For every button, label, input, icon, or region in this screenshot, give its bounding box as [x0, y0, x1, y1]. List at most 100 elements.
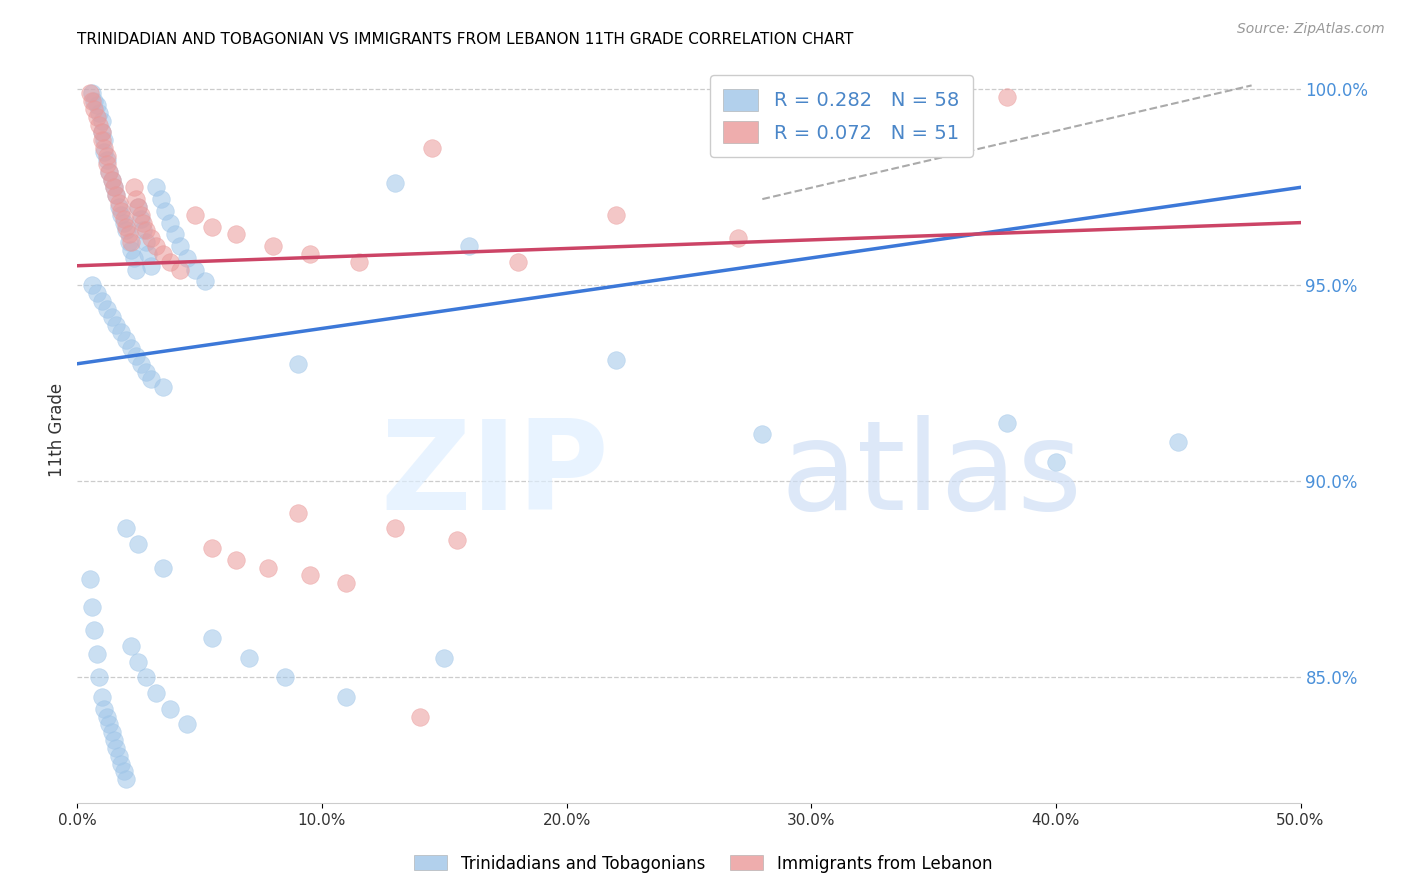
- Point: [105, 188, 128, 202]
- Point: [176, 717, 198, 731]
- Point: [122, 180, 145, 194]
- Point: [298, 568, 321, 582]
- Point: [727, 231, 749, 245]
- Point: [112, 764, 135, 779]
- Point: [93, 702, 115, 716]
- Point: [105, 318, 128, 332]
- Point: [605, 352, 627, 367]
- Point: [83, 102, 105, 116]
- Point: [80, 599, 103, 614]
- Point: [127, 200, 149, 214]
- Point: [120, 341, 142, 355]
- Point: [132, 216, 155, 230]
- Point: [201, 541, 224, 555]
- Point: [115, 223, 138, 237]
- Point: [89, 118, 111, 132]
- Point: [98, 164, 121, 178]
- Point: [139, 259, 162, 273]
- Point: [257, 560, 280, 574]
- Legend: Trinidadians and Tobagonians, Immigrants from Lebanon: Trinidadians and Tobagonians, Immigrants…: [408, 848, 998, 880]
- Point: [90, 690, 112, 704]
- Point: [159, 255, 181, 269]
- Point: [335, 576, 357, 591]
- Text: ZIP: ZIP: [381, 415, 609, 535]
- Point: [433, 650, 456, 665]
- Point: [145, 239, 167, 253]
- Point: [96, 149, 118, 163]
- Point: [100, 310, 122, 324]
- Point: [139, 372, 162, 386]
- Point: [159, 216, 181, 230]
- Point: [139, 231, 162, 245]
- Point: [409, 709, 432, 723]
- Point: [122, 251, 145, 265]
- Point: [86, 647, 108, 661]
- Point: [103, 180, 125, 194]
- Point: [127, 537, 149, 551]
- Point: [149, 192, 172, 206]
- Point: [80, 87, 103, 101]
- Point: [135, 365, 157, 379]
- Point: [169, 239, 191, 253]
- Point: [129, 211, 152, 226]
- Text: atlas: atlas: [780, 415, 1083, 535]
- Point: [135, 235, 157, 250]
- Point: [80, 278, 103, 293]
- Point: [287, 357, 309, 371]
- Point: [287, 506, 309, 520]
- Point: [136, 247, 159, 261]
- Point: [83, 94, 105, 108]
- Text: Source: ZipAtlas.com: Source: ZipAtlas.com: [1237, 22, 1385, 37]
- Point: [79, 87, 101, 101]
- Point: [135, 223, 157, 237]
- Point: [193, 275, 215, 289]
- Point: [96, 301, 118, 316]
- Point: [1167, 435, 1189, 450]
- Point: [86, 110, 108, 124]
- Point: [93, 141, 115, 155]
- Point: [86, 286, 108, 301]
- Point: [96, 157, 118, 171]
- Point: [108, 748, 131, 763]
- Point: [446, 533, 468, 548]
- Point: [995, 90, 1018, 104]
- Point: [90, 133, 112, 147]
- Point: [129, 357, 152, 371]
- Point: [103, 180, 125, 194]
- Legend: R = 0.282   N = 58, R = 0.072   N = 51: R = 0.282 N = 58, R = 0.072 N = 51: [710, 75, 973, 157]
- Point: [120, 243, 142, 257]
- Point: [98, 164, 121, 178]
- Point: [238, 650, 260, 665]
- Point: [184, 262, 207, 277]
- Point: [127, 655, 149, 669]
- Point: [93, 145, 115, 159]
- Point: [1045, 455, 1067, 469]
- Point: [90, 125, 112, 139]
- Point: [98, 717, 121, 731]
- Point: [125, 349, 148, 363]
- Point: [115, 219, 138, 234]
- Point: [112, 216, 135, 230]
- Point: [108, 196, 131, 211]
- Point: [274, 670, 297, 684]
- Point: [125, 192, 148, 206]
- Point: [201, 631, 224, 645]
- Point: [105, 188, 128, 202]
- Point: [420, 141, 443, 155]
- Point: [506, 255, 529, 269]
- Point: [118, 227, 141, 242]
- Point: [108, 200, 131, 214]
- Point: [135, 670, 157, 684]
- Point: [152, 247, 174, 261]
- Point: [86, 98, 108, 112]
- Point: [152, 560, 174, 574]
- Point: [129, 208, 152, 222]
- Point: [100, 172, 122, 186]
- Point: [751, 427, 773, 442]
- Point: [159, 702, 181, 716]
- Point: [125, 262, 148, 277]
- Point: [112, 211, 135, 226]
- Point: [89, 670, 111, 684]
- Point: [110, 326, 132, 340]
- Point: [605, 208, 627, 222]
